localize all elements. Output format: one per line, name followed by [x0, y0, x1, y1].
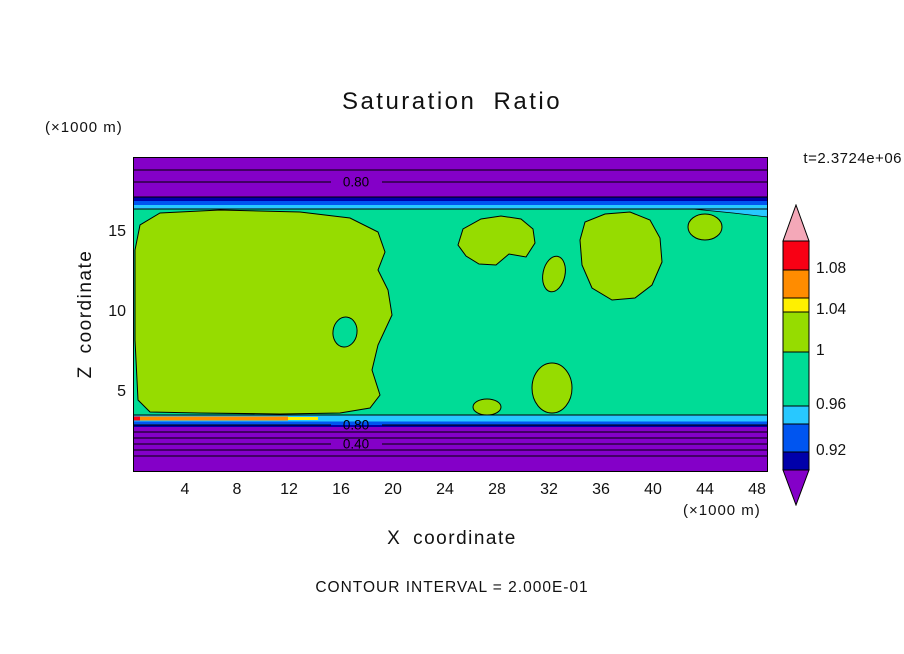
- contour-region-left-lobe: [134, 209, 393, 415]
- contour-value-label: 0.40: [343, 437, 369, 452]
- colorbar-label: 0.96: [816, 396, 847, 413]
- colorbar-arrow-down-icon: [782, 469, 810, 507]
- x-tick-label: 32: [540, 481, 558, 498]
- x-tick-label: 44: [696, 481, 714, 498]
- x-tick-label: 40: [644, 481, 662, 498]
- y-tick-label: 10: [108, 303, 126, 320]
- contour-band: [133, 415, 768, 422]
- x-tick-label: 16: [332, 481, 350, 498]
- x-tick-label: 28: [488, 481, 506, 498]
- x-axis-unit-label: (×1000 m): [683, 502, 761, 519]
- contour-band: [133, 197, 768, 201]
- contour-value-label: 0.80: [343, 175, 369, 190]
- contour-band: [133, 421, 768, 425]
- x-tick-label: 4: [180, 481, 190, 498]
- contour-streak: [140, 416, 288, 421]
- colorbar-label: 1.04: [816, 301, 847, 318]
- y-tick-label: 5: [117, 383, 126, 400]
- contour-interval-label: CONTOUR INTERVAL = 2.000E-01: [315, 579, 589, 596]
- contour-region-hole-in-left-lobe: [332, 316, 358, 348]
- contour-streak: [133, 416, 140, 421]
- contour-value-label: 0.80: [343, 418, 369, 433]
- contour-plot-area: 0.80 0.80 0.40: [133, 157, 768, 472]
- colorbar-segment: [782, 351, 810, 407]
- contour-band: [133, 425, 768, 427]
- x-tick-labels: 4 8 12 16 20 24 28 32 36 40 44 48: [0, 481, 904, 503]
- x-tick-label: 24: [436, 481, 454, 498]
- contour-field-svg: 0.80 0.80 0.40: [133, 157, 768, 472]
- time-annotation: t=2.3724e+06: [803, 150, 902, 167]
- colorbar-segment: [782, 240, 810, 271]
- x-tick-label: 8: [232, 481, 242, 498]
- contour-region-upper-middle: [457, 215, 536, 266]
- colorbar-segment: [782, 423, 810, 453]
- colorbar-svg: [782, 203, 810, 507]
- colorbar-labels: 1.08 1.04 1 0.96 0.92: [772, 204, 904, 516]
- y-tick-label: 15: [108, 223, 126, 240]
- y-tick-labels: 5 10 15: [92, 0, 126, 654]
- contour-band: [133, 157, 768, 197]
- contour-region-upper-right: [687, 213, 723, 241]
- contour-region-middle-small: [542, 255, 566, 293]
- colorbar-segment: [782, 269, 810, 299]
- contour-streak: [288, 417, 318, 420]
- x-tick-label: 48: [748, 481, 766, 498]
- x-tick-label: 20: [384, 481, 402, 498]
- contour-region-lower-middle: [531, 362, 573, 414]
- contour-region-bottom-small: [472, 398, 502, 416]
- x-axis-title: X coordinate: [387, 528, 517, 549]
- contour-band: [133, 201, 768, 205]
- colorbar-label: 0.92: [816, 442, 847, 459]
- colorbar-label: 1.08: [816, 260, 847, 277]
- colorbar: 1.08 1.04 1 0.96 0.92: [772, 203, 904, 516]
- x-tick-label: 12: [280, 481, 298, 498]
- colorbar-scale: [782, 203, 810, 511]
- contour-band: [133, 205, 768, 209]
- chart-title: Saturation Ratio: [341, 88, 563, 115]
- colorbar-label: 1: [816, 342, 825, 359]
- plot-border: [133, 157, 768, 472]
- y-axis-unit-label: (×1000 m): [45, 119, 123, 136]
- contour-region-middle-right: [579, 211, 663, 301]
- colorbar-segment: [782, 311, 810, 353]
- x-tick-label: 36: [592, 481, 610, 498]
